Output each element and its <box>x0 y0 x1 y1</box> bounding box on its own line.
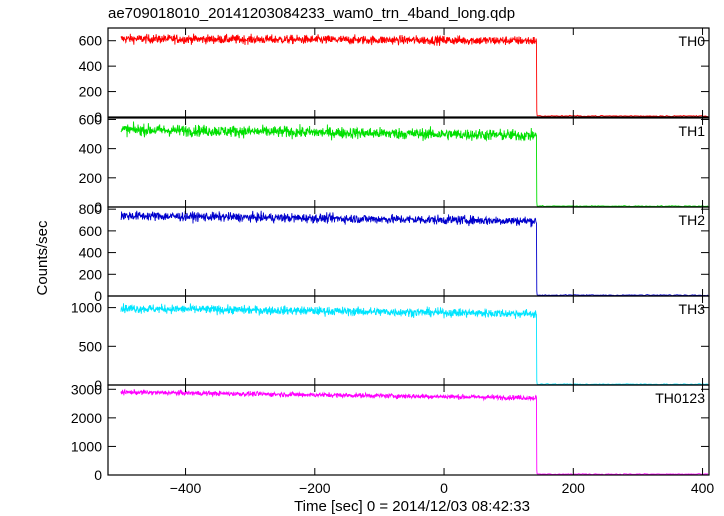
y-tick-label: 600 <box>79 223 103 239</box>
y-tick-label: 600 <box>79 33 103 49</box>
y-tick-label: 0 <box>94 109 102 125</box>
y-tick-label: 0 <box>94 288 102 304</box>
y-tick-label: 200 <box>79 266 103 282</box>
y-tick-label: 0 <box>94 199 102 215</box>
panel-label: TH1 <box>679 123 706 139</box>
panel-th0: 0 200 400 600 TH0 <box>79 27 710 125</box>
series-line-th0123 <box>120 388 709 476</box>
y-tick-label: 1000 <box>71 438 102 454</box>
y-axis-label: Counts/sec <box>34 220 51 296</box>
panel-th0123: 0 1000 2000 3000 TH0123 <box>71 381 710 483</box>
panel-label: TH2 <box>679 212 706 228</box>
x-tick-label: 0 <box>440 480 448 496</box>
y-tick-label: 1000 <box>71 300 102 316</box>
y-tick-label: 400 <box>79 58 103 74</box>
panel-th1: 0 200 400 600 TH1 <box>79 111 710 215</box>
x-tick-label: −200 <box>299 480 331 496</box>
panel-label: TH3 <box>679 301 706 317</box>
panel-frame <box>107 384 710 476</box>
series-line-th1 <box>120 121 709 208</box>
x-tick-label: −400 <box>170 480 202 496</box>
panel-th2: 0 200 400 600 800 TH2 <box>79 201 710 304</box>
series-line-th0 <box>120 33 709 118</box>
y-tick-label: 400 <box>79 245 103 261</box>
y-tick-label: 3000 <box>71 381 102 397</box>
y-tick-label: 800 <box>79 201 103 217</box>
series-line-th3 <box>120 303 709 386</box>
y-tick-label: 600 <box>79 111 103 127</box>
y-tick-label: 200 <box>79 84 103 100</box>
x-tick-label: 200 <box>562 480 586 496</box>
y-tick-label: 200 <box>79 170 103 186</box>
y-tick-label: 500 <box>79 338 103 354</box>
panel-th3: 0 500 1000 TH3 <box>71 295 710 393</box>
y-tick-label: 400 <box>79 141 103 157</box>
series-line-th2 <box>120 210 709 297</box>
panel-label: TH0123 <box>655 390 705 406</box>
panel-frame <box>107 27 710 118</box>
x-tick-label: 400 <box>691 480 715 496</box>
y-tick-label: 0 <box>94 377 102 393</box>
y-tick-label: 2000 <box>71 410 102 426</box>
panel-label: TH0 <box>679 33 706 49</box>
x-axis-label: Time [sec] 0 = 2014/12/03 08:42:33 <box>294 498 530 515</box>
plot-panels: 0 200 400 600 TH0 0 200 400 600 TH1 0 200 400 600 800 T… <box>71 27 715 496</box>
chart-title: ae709018010_20141203084233_wam0_trn_4ban… <box>108 5 515 22</box>
y-tick-label: 0 <box>94 467 102 483</box>
